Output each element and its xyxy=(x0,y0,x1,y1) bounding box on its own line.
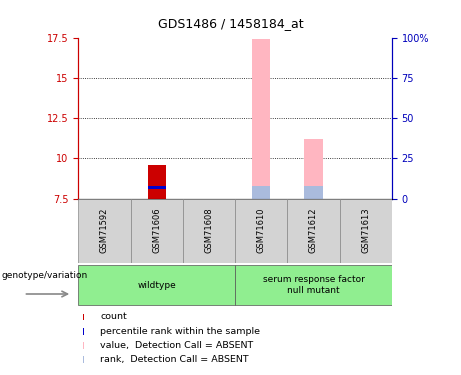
Bar xyxy=(287,199,340,262)
Bar xyxy=(78,265,235,305)
Text: rank,  Detection Call = ABSENT: rank, Detection Call = ABSENT xyxy=(100,355,249,364)
Text: GSM71592: GSM71592 xyxy=(100,208,109,254)
Bar xyxy=(235,199,287,262)
Bar xyxy=(252,39,270,199)
Text: GSM71613: GSM71613 xyxy=(361,208,370,254)
Text: serum response factor
null mutant: serum response factor null mutant xyxy=(263,275,364,295)
Text: count: count xyxy=(100,312,127,321)
Text: GSM71610: GSM71610 xyxy=(257,208,266,254)
Bar xyxy=(130,199,183,262)
Bar xyxy=(235,265,392,305)
Bar xyxy=(252,186,270,199)
Bar xyxy=(148,165,166,199)
Text: GDS1486 / 1458184_at: GDS1486 / 1458184_at xyxy=(158,17,303,30)
Text: GSM71612: GSM71612 xyxy=(309,208,318,254)
Text: GSM71608: GSM71608 xyxy=(205,208,213,254)
Bar xyxy=(183,199,235,262)
Bar xyxy=(78,199,130,262)
Text: wildtype: wildtype xyxy=(137,280,176,290)
Bar xyxy=(304,186,323,199)
Bar xyxy=(148,186,166,189)
Text: value,  Detection Call = ABSENT: value, Detection Call = ABSENT xyxy=(100,341,254,350)
Text: percentile rank within the sample: percentile rank within the sample xyxy=(100,327,260,336)
Bar xyxy=(340,199,392,262)
Text: GSM71606: GSM71606 xyxy=(152,208,161,254)
Bar xyxy=(304,139,323,199)
Text: genotype/variation: genotype/variation xyxy=(1,271,88,280)
